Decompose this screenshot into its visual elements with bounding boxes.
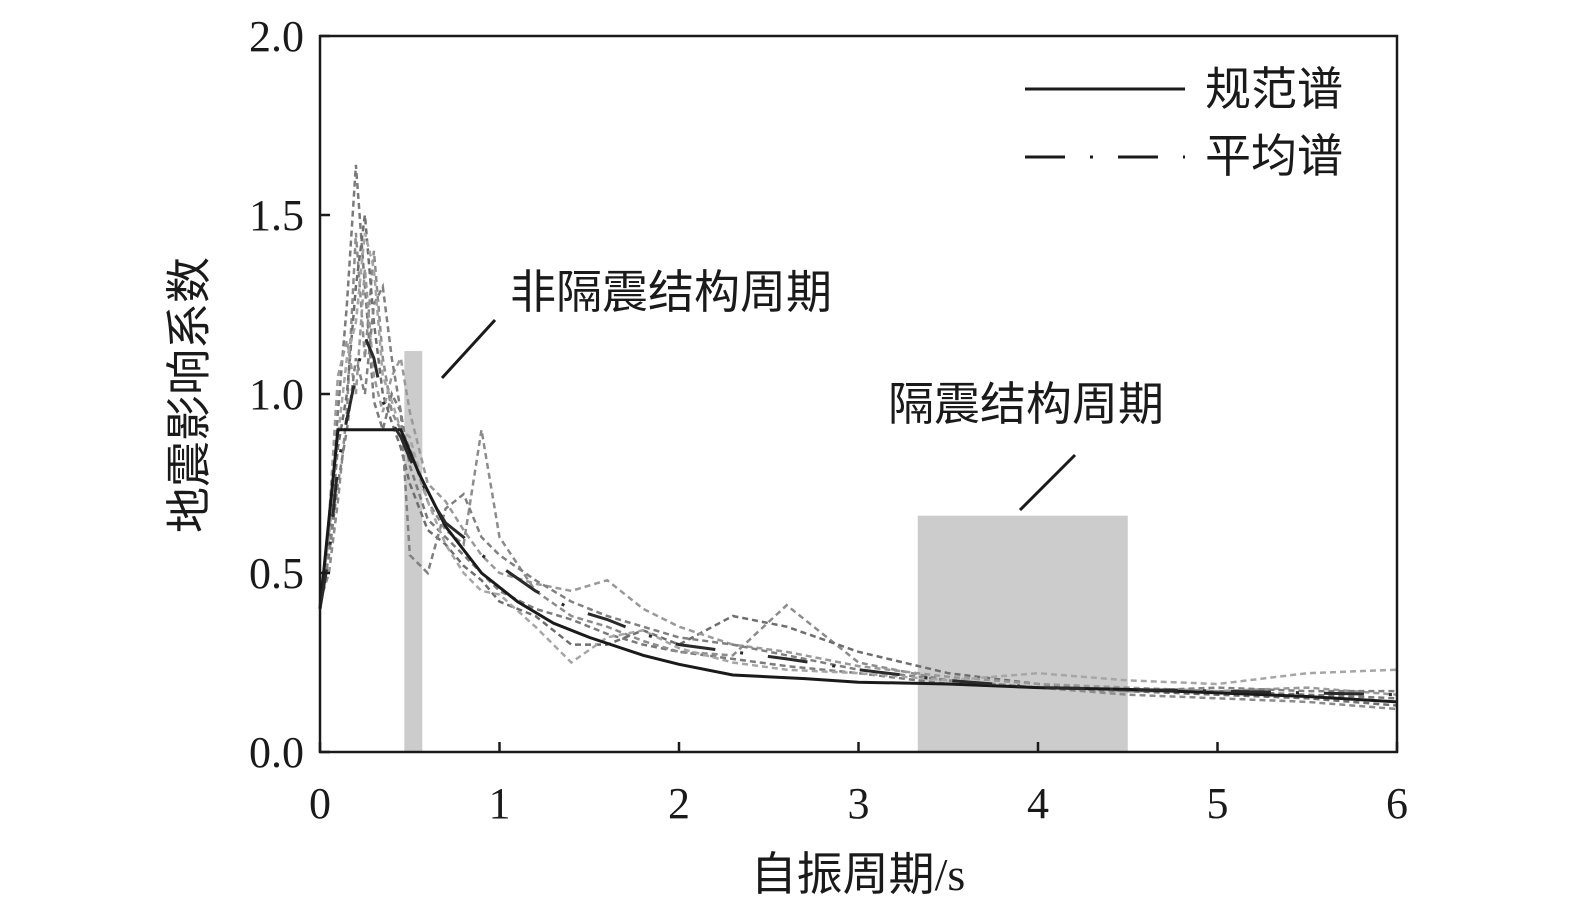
y-tick-label: 0.5 [249, 549, 304, 598]
x-tick-label: 0 [309, 779, 331, 828]
x-tick-label: 2 [668, 779, 690, 828]
y-tick-label: 1.5 [249, 191, 304, 240]
x-tick-label: 6 [1386, 779, 1408, 828]
annotation-non-isolated-leader [440, 318, 497, 380]
period-band-2 [917, 515, 1128, 752]
y-tick-label: 2.0 [249, 12, 304, 61]
record-spectra [318, 164, 1398, 711]
x-tick-label: 1 [489, 779, 511, 828]
annotation-isolated: 隔震结构周期 [888, 379, 1164, 512]
record-spectrum-3 [318, 214, 1398, 707]
x-axis-title: 自振周期/s [751, 849, 966, 900]
record-spectrum-4 [318, 268, 1398, 696]
y-axis-title: 地震影响系数 [164, 257, 215, 533]
record-spectrum-6 [318, 232, 1398, 686]
y-tick-label: 0.0 [249, 728, 304, 777]
period-bands [404, 351, 1128, 752]
legend-label-standard: 规范谱 [1205, 64, 1343, 115]
annotation-isolated-label: 隔震结构周期 [888, 379, 1164, 430]
annotation-non-isolated: 非隔震结构周期 [440, 267, 832, 380]
x-tick-label: 3 [848, 779, 870, 828]
legend: 规范谱 平均谱 [1025, 64, 1343, 182]
series-line-average [318, 331, 1398, 697]
y-tick-label: 1.0 [249, 370, 304, 419]
x-tick-label: 4 [1027, 779, 1049, 828]
x-tick-label: 5 [1207, 779, 1229, 828]
x-axis: 0 1 2 3 4 5 6 [309, 742, 1408, 828]
legend-label-average: 平均谱 [1205, 131, 1343, 182]
annotation-isolated-leader [1018, 453, 1077, 512]
y-axis: 0.0 0.5 1.0 1.5 2.0 [249, 12, 330, 777]
record-spectrum-5 [318, 282, 1397, 693]
annotation-non-isolated-label: 非隔震结构周期 [510, 267, 832, 318]
period-band-1 [404, 351, 423, 752]
record-spectrum-2 [318, 232, 1398, 711]
main-series [318, 331, 1398, 704]
